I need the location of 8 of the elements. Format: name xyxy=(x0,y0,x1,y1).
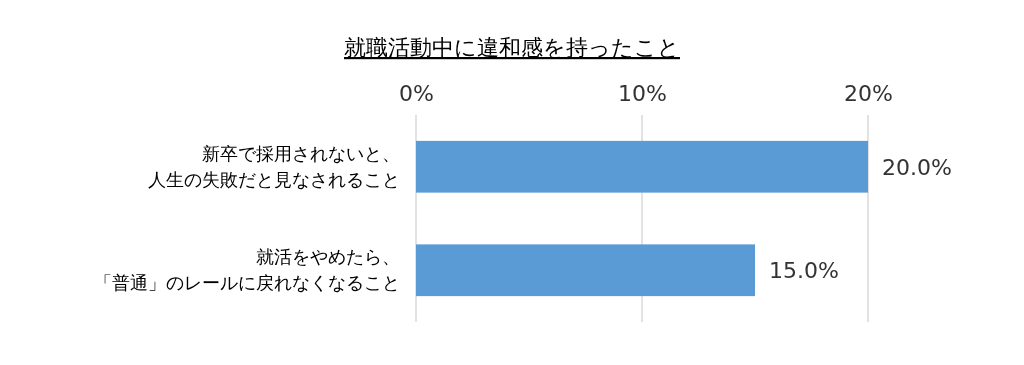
x-tick-label: 10% xyxy=(618,81,667,106)
x-tick-label: 20% xyxy=(844,81,893,106)
y-tick-label: 新卒で採用されないと、人生の失敗だと見なされること xyxy=(148,142,400,190)
data-label: 20.0% xyxy=(882,154,952,180)
chart-title: 就職活動中に違和感を持ったこと xyxy=(344,35,680,60)
x-tick-label: 0% xyxy=(399,81,434,106)
y-tick-label: 就活をやめたら、「普通」のレールに戻れなくなること xyxy=(94,246,400,294)
data-label: 15.0% xyxy=(769,258,839,284)
